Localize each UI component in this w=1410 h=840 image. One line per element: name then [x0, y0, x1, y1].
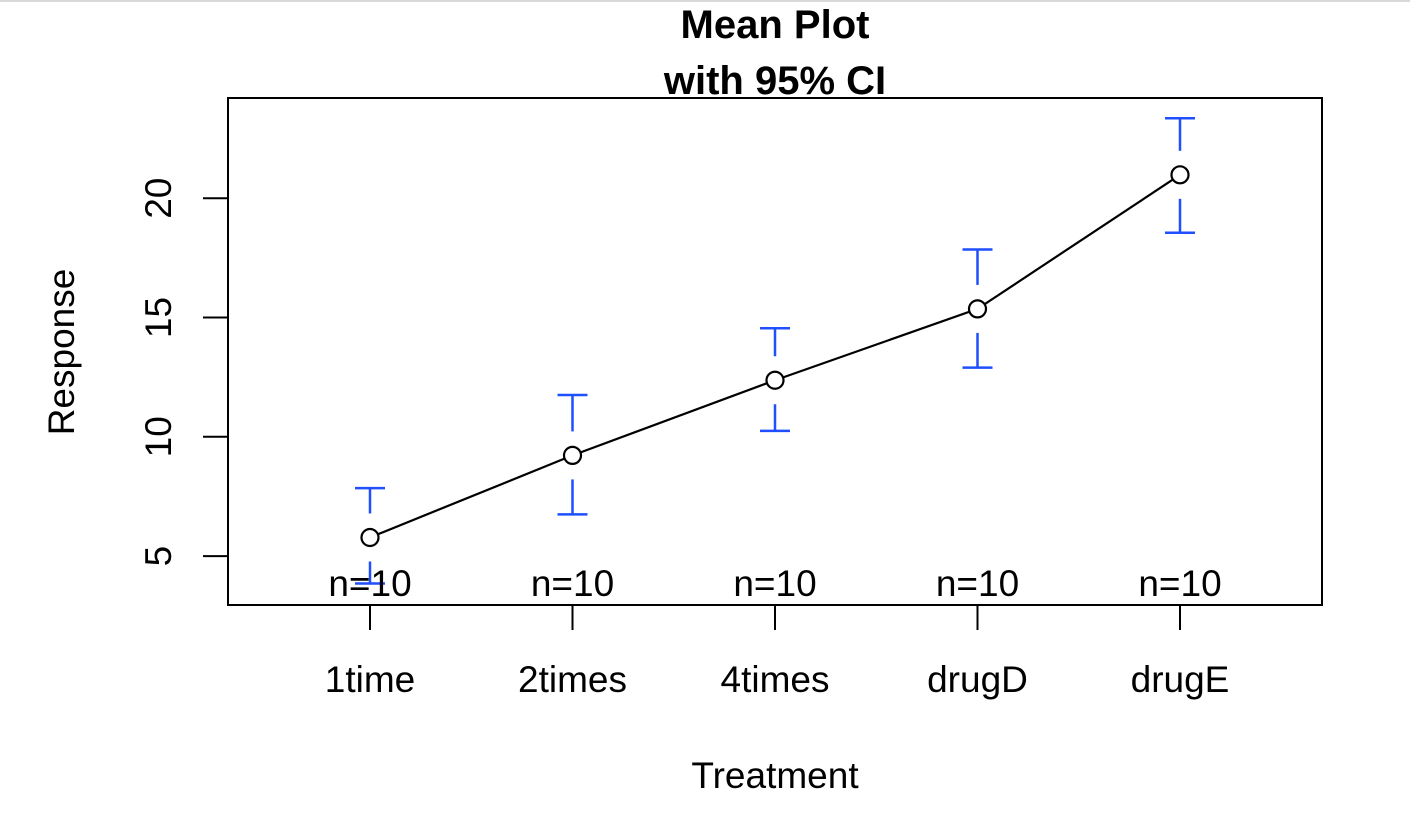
n-label-drugE: n=10 — [1138, 563, 1221, 604]
x-tick-label-drugE: drugE — [1131, 659, 1230, 700]
n-label-drugD: n=10 — [936, 563, 1019, 604]
x-tick-label-4times: 4times — [721, 659, 830, 700]
mean-point-4times — [765, 370, 785, 390]
chart-title-line-1: Mean Plot — [681, 3, 870, 47]
y-tick-label-5: 5 — [138, 546, 179, 567]
ci-bar-2times — [557, 393, 588, 516]
mean-point-drugE — [1170, 165, 1190, 185]
n-label-4times: n=10 — [733, 563, 816, 604]
x-axis-label: Treatment — [691, 755, 859, 796]
top-border — [0, 0, 1410, 2]
mean-point-2times — [562, 445, 583, 466]
ci-bar-1time — [355, 486, 385, 585]
n-label-2times: n=10 — [531, 563, 614, 604]
y-tick-label-10: 10 — [138, 416, 179, 457]
mean-point-1time — [360, 527, 380, 548]
y-axis: 5 10 15 20 — [138, 178, 228, 567]
x-tick-label-drugD: drugD — [927, 659, 1028, 700]
plot-area: n=10 n=10 n=10 n=10 n=10 — [328, 117, 1222, 604]
x-axis: 1time 2times 4times drugD drugE — [325, 605, 1230, 700]
ci-bar-drugE — [1165, 117, 1195, 235]
y-tick-label-15: 15 — [138, 297, 179, 338]
chart-title-line-2: with 95% CI — [663, 59, 886, 103]
ci-bar-drugD — [962, 248, 993, 369]
n-label-1time: n=10 — [328, 563, 411, 604]
y-axis-label: Response — [41, 269, 82, 436]
ci-bar-4times — [760, 326, 790, 433]
x-tick-label-2times: 2times — [518, 659, 627, 700]
y-tick-label-20: 20 — [138, 178, 179, 219]
x-tick-label-1time: 1time — [325, 659, 415, 700]
mean-point-drugD — [967, 299, 988, 319]
